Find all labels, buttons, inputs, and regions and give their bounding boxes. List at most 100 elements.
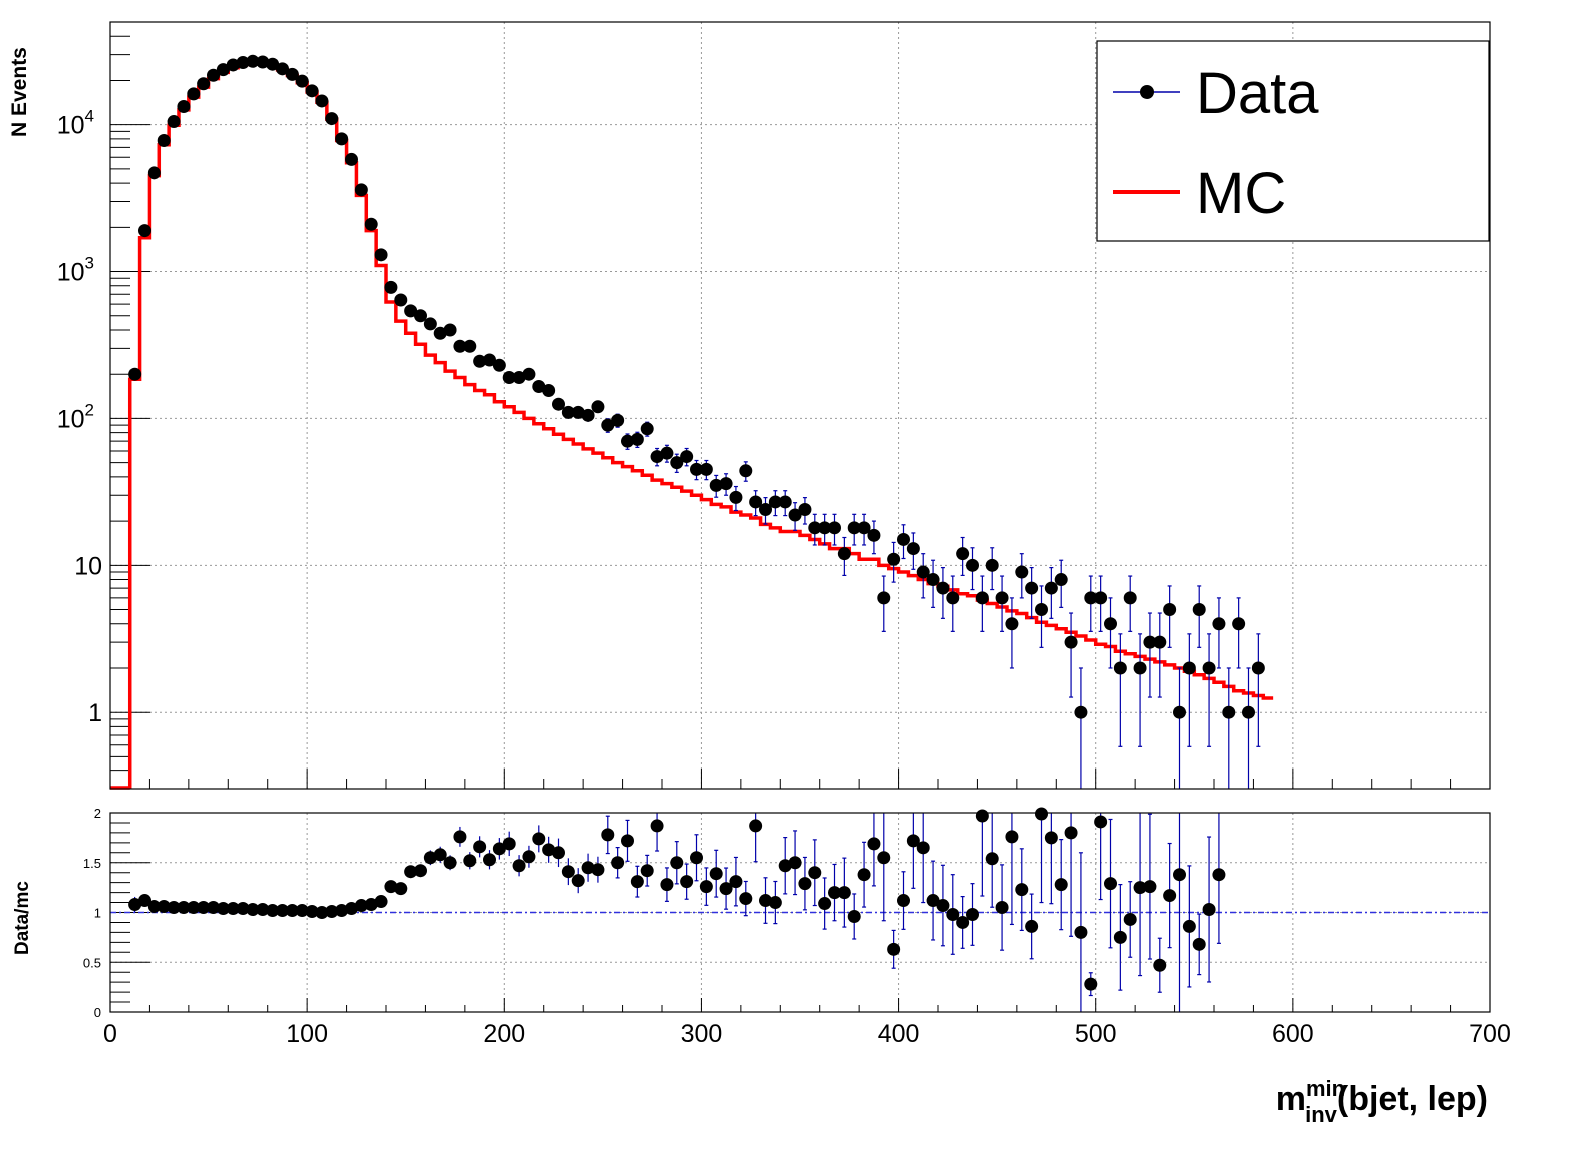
data-point xyxy=(1054,559,1068,608)
ratio-point xyxy=(887,929,901,969)
data-point xyxy=(443,323,457,337)
ratio-point xyxy=(236,902,250,916)
data-marker xyxy=(650,450,664,464)
x-axis-label: mmin inv(bjet, lep) xyxy=(1276,1076,1488,1127)
data-marker xyxy=(177,99,191,113)
main-y-tick-label: 10 xyxy=(74,552,102,580)
ratio-point xyxy=(680,863,694,900)
data-marker xyxy=(197,77,211,91)
data-point xyxy=(394,293,408,307)
ratio-marker xyxy=(1025,919,1039,933)
ratio-marker xyxy=(581,861,595,875)
data-marker xyxy=(532,379,546,393)
data-marker xyxy=(571,405,585,419)
ratio-marker xyxy=(660,878,674,892)
ratio-marker xyxy=(601,828,615,842)
ratio-point xyxy=(591,856,605,883)
ratio-point xyxy=(542,836,556,863)
ratio-marker xyxy=(216,902,230,916)
data-point xyxy=(276,62,289,76)
data-point xyxy=(226,58,240,72)
data-marker xyxy=(581,408,595,422)
data-point xyxy=(818,513,832,546)
ratio-marker xyxy=(453,830,467,844)
data-point xyxy=(621,433,634,450)
data-point xyxy=(670,453,684,473)
ratio-point xyxy=(276,904,289,918)
data-marker xyxy=(138,224,151,238)
data-marker xyxy=(778,495,792,509)
ratio-point xyxy=(404,865,418,879)
ratio-marker xyxy=(611,856,625,870)
ratio-marker xyxy=(404,865,418,879)
ratio-y-tick-label: 1 xyxy=(94,906,101,921)
ratio-marker xyxy=(354,899,368,913)
legend: Data MC xyxy=(1096,40,1490,242)
x-tick-label: 500 xyxy=(1075,1020,1117,1048)
ratio-marker xyxy=(778,859,792,873)
data-marker xyxy=(1035,603,1048,617)
data-marker xyxy=(788,508,802,522)
ratio-marker xyxy=(542,843,556,857)
data-marker xyxy=(1044,581,1058,595)
data-marker xyxy=(453,339,467,353)
ratio-point xyxy=(1153,937,1167,993)
data-marker xyxy=(492,358,506,372)
ratio-marker xyxy=(502,837,516,851)
ratio-marker xyxy=(256,903,270,917)
ratio-point xyxy=(285,904,299,918)
data-point xyxy=(906,532,920,570)
ratio-point xyxy=(1015,848,1029,932)
ratio-marker xyxy=(828,886,841,900)
x-tick-label: 400 xyxy=(878,1020,920,1048)
data-marker xyxy=(887,552,901,566)
main-y-axis-label: N Events xyxy=(8,47,31,137)
data-point xyxy=(364,217,378,231)
data-marker xyxy=(325,112,339,126)
data-point xyxy=(1182,633,1196,747)
ratio-y-tick-label: 0 xyxy=(94,1005,101,1020)
x-tick-labels: 0 100 200 300 400 500 600 700 xyxy=(103,1020,1511,1048)
data-point xyxy=(837,536,851,577)
ratio-marker xyxy=(709,867,723,881)
ratio-marker xyxy=(276,904,289,918)
ratio-marker xyxy=(788,856,802,870)
data-point xyxy=(1202,633,1216,747)
ratio-marker xyxy=(1104,877,1117,891)
data-point xyxy=(1025,567,1039,619)
data-marker xyxy=(660,446,674,460)
data-point xyxy=(453,339,467,353)
ratio-point xyxy=(1035,807,1048,904)
main-y-tick-labels: 1 10 102 103 104 xyxy=(57,107,102,728)
data-marker xyxy=(680,450,694,464)
data-point xyxy=(581,408,595,422)
data-marker xyxy=(266,57,280,71)
ratio-point xyxy=(995,864,1009,951)
data-marker xyxy=(1074,705,1088,719)
ratio-marker xyxy=(621,834,634,848)
data-marker xyxy=(552,397,565,411)
ratio-plot-frame xyxy=(109,812,1491,1013)
data-marker xyxy=(295,74,309,88)
ratio-point xyxy=(197,901,211,915)
data-marker xyxy=(699,462,713,476)
ratio-point xyxy=(670,841,684,885)
x-tick-label: 600 xyxy=(1272,1020,1314,1048)
ratio-point xyxy=(1202,836,1216,983)
data-point xyxy=(483,353,496,367)
ratio-marker xyxy=(847,909,861,923)
ratio-point xyxy=(985,813,999,908)
ratio-point xyxy=(315,906,329,919)
ratio-point xyxy=(473,836,487,858)
data-point xyxy=(936,567,950,619)
ratio-point xyxy=(916,813,930,904)
data-marker xyxy=(1242,705,1255,719)
data-marker xyxy=(1163,603,1177,617)
ratio-point xyxy=(601,815,615,855)
data-marker xyxy=(946,591,960,605)
ratio-point xyxy=(857,841,871,908)
ratio-point xyxy=(256,903,270,917)
ratio-marker xyxy=(1173,868,1186,882)
ratio-marker xyxy=(837,886,851,900)
ratio-marker xyxy=(1212,868,1226,882)
